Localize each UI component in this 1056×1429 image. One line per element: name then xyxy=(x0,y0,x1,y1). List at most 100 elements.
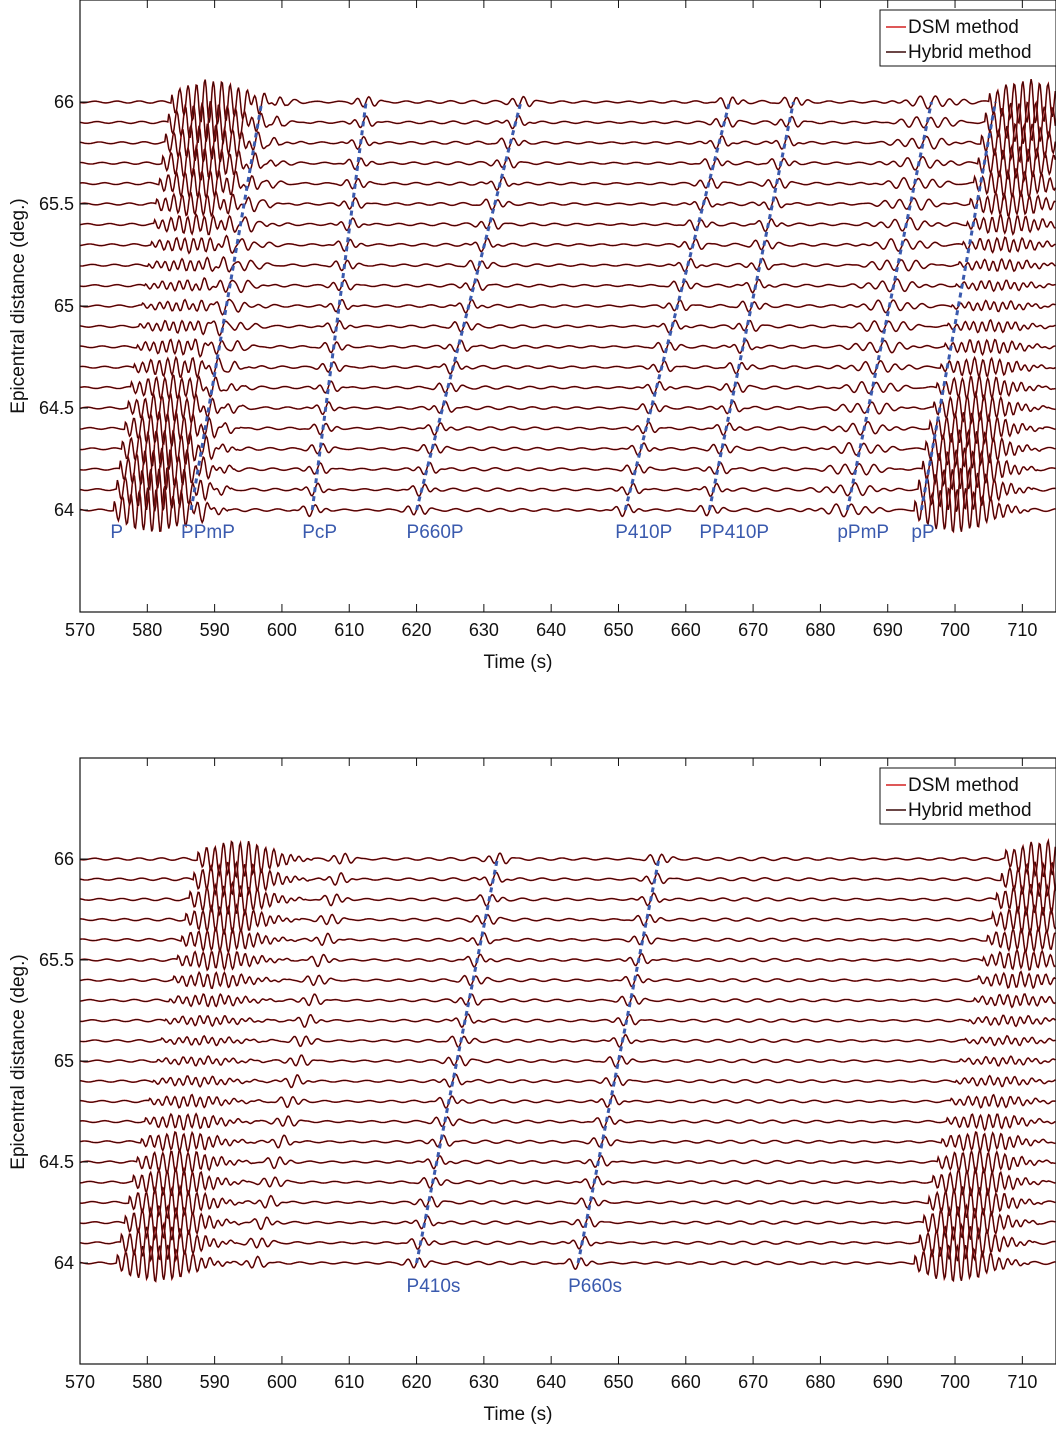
phase-label-p660p: P660P xyxy=(407,522,464,543)
phase-picks xyxy=(415,858,661,1264)
legend-box xyxy=(879,9,1056,67)
dsm-trace xyxy=(80,465,1056,513)
hybrid-trace xyxy=(80,1112,1056,1132)
traces xyxy=(80,837,1056,1283)
hybrid-trace xyxy=(80,1222,1056,1262)
hybrid-trace xyxy=(80,168,1056,200)
phase-line-p660p xyxy=(415,101,523,511)
phase-label-pcp: PcP xyxy=(302,522,337,543)
y-axis-title: Epicentral distance (deg.) xyxy=(8,954,29,1169)
dsm-trace xyxy=(80,1147,1056,1177)
x-tick-label: 650 xyxy=(603,1372,633,1392)
phase-label-pp410p: PP410P xyxy=(699,522,769,543)
x-tick-label: 570 xyxy=(65,1372,95,1392)
hybrid-trace xyxy=(80,78,1056,125)
hybrid-trace xyxy=(80,213,1056,236)
phase-label-ppmp: pPmP xyxy=(837,522,889,543)
hybrid-trace xyxy=(80,356,1056,379)
hybrid-trace xyxy=(80,374,1056,402)
hybrid-trace xyxy=(80,838,1056,879)
x-tick-label: 680 xyxy=(805,1372,835,1392)
legend-entry: DSM method xyxy=(908,17,1019,38)
x-tick-label: 600 xyxy=(267,620,297,640)
phase-line-p410p xyxy=(623,101,731,511)
hybrid-trace xyxy=(80,409,1056,448)
x-tick-label: 700 xyxy=(940,1372,970,1392)
x-axis-title: Time (s) xyxy=(484,1404,553,1425)
x-tick-label: 710 xyxy=(1007,1372,1037,1392)
hybrid-trace xyxy=(80,1013,1056,1028)
hybrid-trace xyxy=(80,391,1056,425)
hybrid-trace xyxy=(80,1054,1056,1068)
x-tick-label: 620 xyxy=(402,1372,432,1392)
hybrid-trace xyxy=(80,993,1056,1009)
phase-line-ppmp xyxy=(845,101,933,511)
y-axis-title: Epicentral distance (deg.) xyxy=(8,198,29,413)
phase-label-pp: pP xyxy=(911,522,934,543)
hybrid-trace xyxy=(80,881,1056,917)
x-tick-label: 600 xyxy=(267,1372,297,1392)
y-tick-label: 64.5 xyxy=(39,1152,74,1172)
y-tick-label: 65.5 xyxy=(39,950,74,970)
hybrid-trace xyxy=(80,338,1056,358)
hybrid-trace xyxy=(80,970,1056,989)
legend-box xyxy=(879,767,1056,825)
x-tick-label: 700 xyxy=(940,620,970,640)
legend-entry: Hybrid method xyxy=(908,42,1032,63)
hybrid-trace xyxy=(80,948,1056,972)
x-axis-title: Time (s) xyxy=(484,652,553,673)
legend: DSM method Hybrid method xyxy=(879,9,1056,67)
x-tick-label: 590 xyxy=(200,1372,230,1392)
hybrid-trace xyxy=(80,861,1056,898)
hybrid-trace xyxy=(80,1093,1056,1109)
hybrid-trace xyxy=(80,1073,1056,1089)
x-tick-label: 690 xyxy=(873,620,903,640)
x-tick-label: 670 xyxy=(738,1372,768,1392)
hybrid-trace xyxy=(80,1034,1056,1048)
hybrid-trace xyxy=(80,1148,1056,1176)
legend: DSM method Hybrid method xyxy=(879,767,1056,825)
phase-line-ppmp xyxy=(189,101,264,511)
x-tick-label: 580 xyxy=(132,620,162,640)
x-tick-label: 620 xyxy=(402,620,432,640)
phase-label-p410p: P410P xyxy=(615,522,672,543)
x-tick-label: 610 xyxy=(334,1372,364,1392)
y-tick-label: 65 xyxy=(54,296,74,316)
x-tick-label: 640 xyxy=(536,1372,566,1392)
y-tick-label: 65 xyxy=(54,1051,74,1071)
y-tick-label: 64.5 xyxy=(39,398,74,418)
hybrid-trace xyxy=(80,926,1056,954)
x-tick-label: 640 xyxy=(536,620,566,640)
x-tick-label: 690 xyxy=(873,1372,903,1392)
hybrid-trace xyxy=(80,123,1056,163)
hybrid-trace xyxy=(80,298,1056,316)
x-tick-label: 680 xyxy=(805,620,835,640)
y-tick-label: 66 xyxy=(54,92,74,112)
legend-entry: DSM method xyxy=(908,775,1019,796)
x-tick-label: 580 xyxy=(132,1372,162,1392)
hybrid-trace xyxy=(80,466,1056,512)
dsm-trace xyxy=(80,373,1056,402)
phase-label-ppmp: PPmP xyxy=(181,522,235,543)
phase-label-p660s: P660s xyxy=(568,1276,622,1297)
x-tick-label: 630 xyxy=(469,1372,499,1392)
hybrid-trace xyxy=(80,100,1056,145)
hybrid-trace xyxy=(80,234,1056,255)
phase-line-pcp xyxy=(310,101,368,511)
x-tick-label: 660 xyxy=(671,1372,701,1392)
chart-panel-2: P410s P660s 570 580 590 600 610 620 630 640 650 660… xyxy=(8,757,1056,1425)
x-tick-label: 630 xyxy=(469,620,499,640)
hybrid-trace xyxy=(80,429,1056,470)
hybrid-trace xyxy=(80,1166,1056,1197)
x-tick-label: 610 xyxy=(334,620,364,640)
hybrid-trace xyxy=(80,1131,1056,1154)
chart-panel-1: P PPmP PcP P660P P410P PP410P pPmP pP 570 580 590 6… xyxy=(8,0,1056,673)
hybrid-trace xyxy=(80,485,1056,533)
x-tick-label: 570 xyxy=(65,620,95,640)
legend-entry: Hybrid method xyxy=(908,800,1032,821)
hybrid-trace xyxy=(80,256,1056,273)
y-tick-label: 64 xyxy=(54,500,74,520)
y-tick-label: 66 xyxy=(54,849,74,869)
hybrid-trace xyxy=(80,903,1056,936)
